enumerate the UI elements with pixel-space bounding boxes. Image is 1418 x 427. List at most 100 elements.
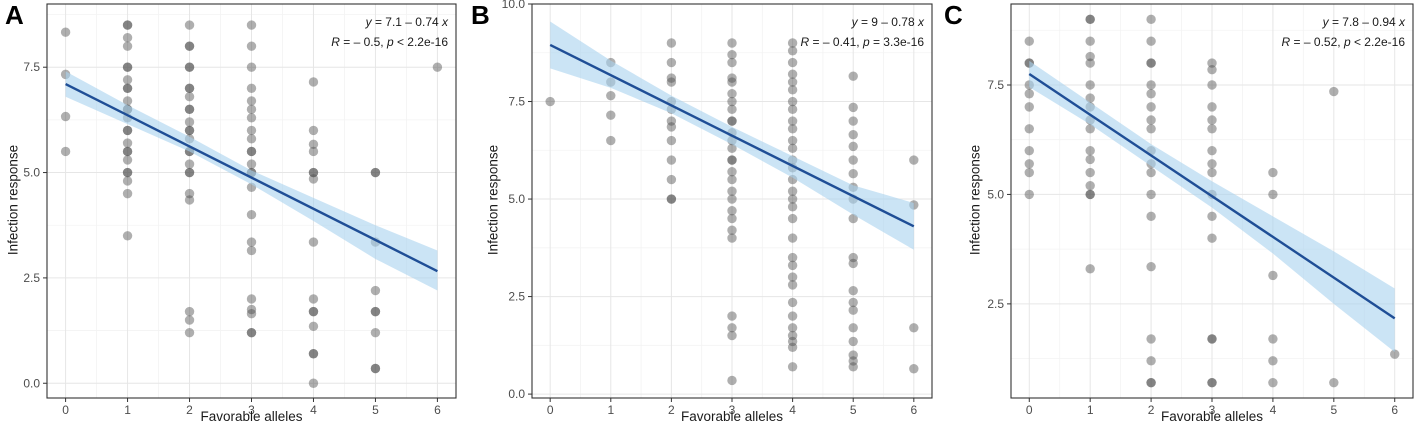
y-axis-title: Infection response [968, 145, 983, 255]
data-point [1085, 14, 1095, 25]
data-point [787, 77, 798, 87]
y-tick-label: 0.0 [508, 387, 525, 401]
data-point [246, 146, 257, 157]
data-point [909, 364, 919, 374]
data-point [1146, 167, 1156, 178]
x-tick-label: 0 [62, 403, 69, 417]
x-tick-label: 1 [607, 403, 614, 417]
data-point [1024, 167, 1034, 178]
x-tick-label: 3 [248, 403, 255, 417]
data-point [1207, 115, 1217, 125]
data-point [1207, 167, 1217, 178]
data-point [727, 89, 737, 99]
data-point [727, 77, 737, 87]
data-point [1146, 14, 1156, 25]
data-point [1329, 377, 1339, 388]
y-axis-title: Infection response [6, 145, 21, 255]
data-point [308, 237, 319, 247]
data-point [727, 155, 737, 165]
data-point [122, 231, 133, 241]
data-point [184, 83, 195, 93]
data-point [1024, 159, 1034, 169]
data-point [308, 306, 319, 317]
data-point [848, 297, 858, 308]
y-tick-label: 7.5 [23, 60, 40, 74]
data-point [432, 62, 443, 72]
data-point [1024, 145, 1034, 156]
data-point [727, 155, 737, 165]
data-point [787, 336, 798, 347]
data-point [308, 167, 319, 178]
regression-line [65, 82, 438, 273]
data-point [122, 62, 133, 72]
data-point [1207, 211, 1217, 222]
data-point [308, 349, 319, 359]
data-point [848, 356, 858, 366]
data-point [122, 75, 133, 85]
data-point [370, 167, 381, 178]
data-point [370, 285, 381, 296]
annotation-part: y [851, 15, 859, 29]
data-point [184, 83, 195, 93]
data-point [727, 194, 737, 204]
data-point [122, 167, 133, 178]
data-point [787, 342, 798, 352]
data-point [370, 306, 381, 317]
data-point [122, 167, 133, 178]
data-point [184, 159, 195, 169]
data-point [666, 135, 677, 146]
data-point [1207, 334, 1217, 344]
data-point [184, 104, 195, 115]
x-tick-label: 4 [789, 403, 796, 417]
data-point [787, 85, 798, 95]
data-point [1085, 180, 1095, 191]
data-point [666, 194, 677, 204]
annotation-part: p [1343, 35, 1351, 49]
data-point [848, 213, 858, 224]
data-point [787, 213, 798, 224]
x-tick-label: 3 [1209, 403, 1216, 417]
data-point [727, 116, 737, 126]
panel-letter: A [5, 0, 24, 30]
data-point [666, 155, 677, 165]
annotation-part: x [1398, 15, 1406, 29]
data-point [246, 134, 257, 144]
data-point [727, 330, 737, 341]
x-tick-label: 5 [850, 403, 857, 417]
panel-letter: C [944, 0, 963, 30]
data-point [122, 125, 133, 136]
data-point [308, 378, 319, 388]
data-point [1207, 377, 1217, 388]
data-point [1207, 124, 1217, 134]
data-point [122, 96, 133, 106]
panel-a: 0 1 2 3 4 5 6 0.0 2.5 5.0 7.5 Favorable alleles Infe… [5, 0, 457, 424]
data-point [246, 327, 257, 338]
data-point [246, 125, 257, 136]
data-point [1268, 189, 1278, 200]
x-tick-label: 1 [1087, 403, 1094, 417]
panel-c: 0 1 2 3 4 5 6 2.5 5.0 7.5 Favorable alleles Infecti… [944, 0, 1414, 424]
data-point [1085, 189, 1095, 200]
regression-equation: y = 7.8 – 0.94 x [1322, 15, 1406, 29]
data-point [848, 116, 858, 126]
annotation-part: R [331, 35, 340, 49]
data-point [1207, 58, 1217, 68]
data-point [1085, 80, 1095, 90]
data-point [1329, 86, 1339, 97]
data-point [1268, 270, 1278, 281]
data-point [122, 176, 133, 186]
data-point [246, 62, 257, 72]
data-point [727, 186, 737, 196]
data-point [848, 336, 858, 347]
x-tick-label: 2 [186, 403, 193, 417]
data-point [1085, 93, 1095, 103]
data-point [666, 116, 677, 126]
data-point [1085, 14, 1095, 25]
data-point [1085, 124, 1095, 134]
data-point [666, 122, 677, 132]
data-point [122, 146, 133, 157]
regression-equation: y = 7.1 – 0.74 x [365, 15, 449, 29]
data-point [1207, 145, 1217, 156]
data-point [1268, 334, 1278, 344]
data-point [184, 125, 195, 136]
